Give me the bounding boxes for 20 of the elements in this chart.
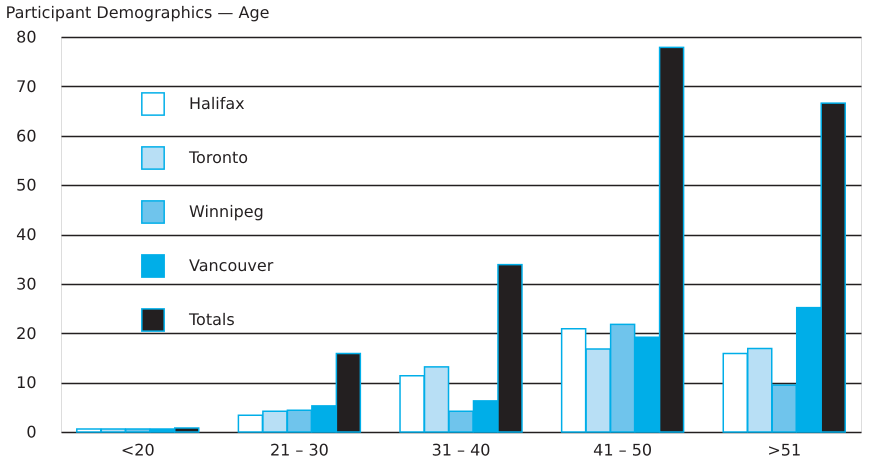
x-tick-label: 41 – 50 xyxy=(593,440,652,460)
x-tick-label: 31 – 40 xyxy=(432,440,490,460)
legend-label: Totals xyxy=(188,310,235,329)
y-tick-label: 20 xyxy=(16,324,36,343)
legend-label: Toronto xyxy=(188,148,248,167)
y-tick-label: 60 xyxy=(16,126,36,146)
x-tick-label: >51 xyxy=(767,440,802,460)
y-tick-label: 30 xyxy=(16,274,36,294)
y-tick-label: 40 xyxy=(16,225,36,244)
y-tick-label: 70 xyxy=(16,76,36,96)
legend-label: Vancouver xyxy=(189,256,274,275)
y-tick-label: 50 xyxy=(16,176,36,195)
legend-label: Winnipeg xyxy=(189,202,264,221)
x-tick-label: <20 xyxy=(120,440,155,460)
legend-label: Halifax xyxy=(189,94,245,113)
y-tick-label: 80 xyxy=(16,28,36,46)
chart-title: Participant Demographics — Age xyxy=(6,3,270,22)
x-tick-label: 21 – 30 xyxy=(270,440,329,460)
y-tick-label: 0 xyxy=(26,422,36,442)
y-tick-label: 10 xyxy=(16,373,36,392)
